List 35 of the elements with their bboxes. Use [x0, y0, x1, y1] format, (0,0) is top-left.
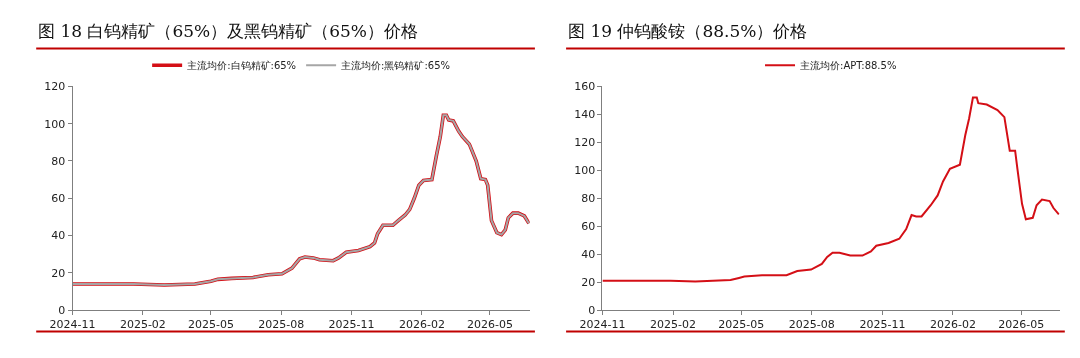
y-tick-label: 120 — [44, 80, 66, 94]
legend-label: 主流均价:APT:88.5% — [800, 60, 897, 72]
y-tick-label: 80 — [51, 154, 66, 168]
x-tick-label: 2025-11 — [859, 318, 906, 332]
x-tick-label: 2025-02 — [650, 318, 696, 332]
y-tick-label: 140 — [574, 108, 596, 122]
x-tick-label: 2025-05 — [187, 318, 234, 332]
x-tick-label: 2026-05 — [466, 318, 513, 332]
x-tick-label: 2026-02 — [398, 318, 445, 332]
y-tick-label: 100 — [44, 117, 66, 131]
x-tick-label: 2026-02 — [930, 318, 976, 332]
y-tick-label: 80 — [581, 192, 596, 206]
y-tick-label: 60 — [51, 192, 66, 206]
y-tick-label: 160 — [574, 80, 596, 94]
chart-title: 图 18 白钨精矿（65%）及黑钨精矿（65%）价格 — [38, 21, 419, 41]
y-tick-label: 40 — [51, 229, 66, 243]
x-tick-label: 2025-11 — [328, 318, 375, 332]
x-tick-label: 2024-11 — [579, 318, 626, 332]
y-tick-label: 60 — [581, 220, 596, 234]
x-tick-label: 2025-08 — [788, 318, 835, 332]
legend-label: 主流均价:白钨精矿:65% — [187, 60, 297, 72]
y-tick-label: 100 — [574, 164, 596, 178]
y-tick-label: 0 — [58, 303, 66, 317]
y-tick-label: 40 — [581, 248, 596, 262]
y-tick-label: 120 — [574, 136, 596, 150]
x-tick-label: 2024-11 — [49, 318, 96, 332]
y-tick-label: 20 — [51, 266, 66, 280]
x-tick-label: 2026-05 — [998, 318, 1045, 332]
chart-title: 图 19 仲钨酸铵（88.5%）价格 — [568, 21, 808, 41]
x-tick-label: 2025-02 — [119, 318, 166, 332]
x-tick-label: 2025-08 — [258, 318, 305, 332]
y-tick-label: 20 — [581, 275, 596, 289]
legend-label: 主流均价:黑钨精矿:65% — [341, 60, 451, 72]
x-tick-label: 2025-05 — [718, 318, 765, 332]
y-tick-label: 0 — [588, 303, 596, 317]
